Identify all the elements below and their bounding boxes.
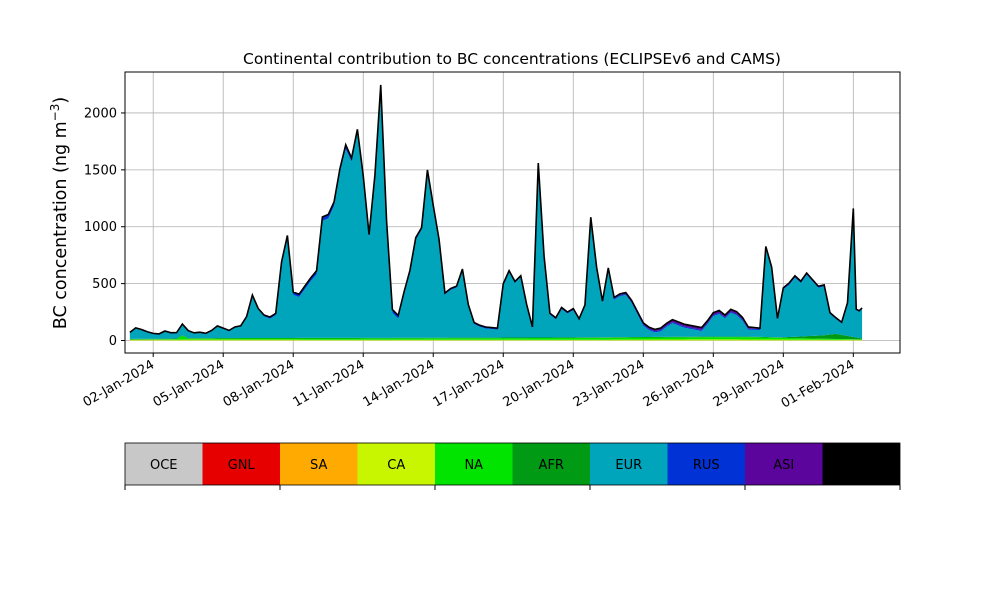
legend-swatch-sa	[280, 443, 358, 485]
legend-label: AFR	[539, 458, 564, 473]
area-eur	[129, 88, 863, 339]
series-areas	[129, 84, 863, 341]
y-axis-label: BC concentration (ng m−3)	[48, 97, 71, 329]
area-na	[129, 335, 863, 340]
y-tick-label: 2000	[84, 106, 117, 121]
legend-label: SA	[310, 458, 327, 473]
y-tick-label: 1500	[84, 163, 117, 178]
legend-swatch-na	[435, 443, 513, 485]
legend-label: RUS	[693, 458, 720, 473]
legend-swatch-ca	[357, 443, 435, 485]
legend-label: AUS	[848, 458, 875, 473]
legend-label: OCE	[150, 458, 178, 473]
legend-swatch-eur	[590, 443, 668, 485]
plot-frame	[124, 71, 901, 354]
y-axis-label-close: )	[51, 97, 71, 104]
area-ca	[129, 339, 863, 341]
y-axis-label-exponent: −3	[48, 104, 62, 122]
legend-swatch-asi	[745, 443, 823, 485]
legend-label: GNL	[228, 458, 256, 473]
y-tick-label: 500	[92, 277, 117, 292]
legend-label: ASI	[773, 458, 794, 473]
y-tick-label: 1000	[84, 220, 117, 235]
legend-swatch-gnl	[202, 443, 280, 485]
y-tick-label: 0	[109, 334, 117, 349]
legend-swatch-oce	[125, 443, 203, 485]
chart-title: Continental contribution to BC concentra…	[243, 50, 781, 68]
legend-swatch-rus	[667, 443, 745, 485]
legend-label: CA	[387, 458, 405, 473]
y-axis: 0 500 1000 1500 2000	[84, 106, 125, 349]
legend-label: NA	[464, 458, 483, 473]
colorbar-legend: OCE GNL SA CA NA AFR EUR RUS ASI AUS	[124, 442, 901, 490]
legend-swatch-aus	[822, 443, 900, 485]
total-outline	[129, 84, 863, 335]
legend-frame	[124, 442, 901, 486]
legend-swatch-afr	[512, 443, 590, 485]
area-afr	[129, 333, 863, 340]
legend-label: EUR	[615, 458, 642, 473]
